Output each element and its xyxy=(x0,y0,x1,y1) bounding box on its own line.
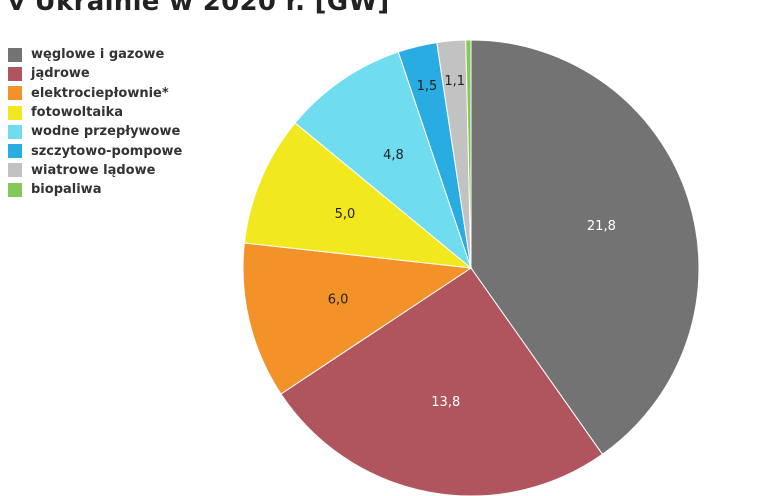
pie-slice xyxy=(465,39,472,269)
legend-item: elektrociepłownie* xyxy=(8,84,182,103)
legend-swatch xyxy=(8,105,22,120)
legend-label: węglowe i gazowe xyxy=(31,47,165,63)
legend-item: fotowoltaika xyxy=(8,103,182,122)
slice-value-label: 21,8 xyxy=(587,219,616,234)
slice-value-label: 4,8 xyxy=(383,148,404,163)
legend-label: wodne przepływowe xyxy=(31,124,181,140)
legend: węglowe i gazowe jądrowe elektrociepłownie… xyxy=(8,45,182,199)
pie-slice xyxy=(470,39,700,455)
legend-swatch xyxy=(8,86,22,101)
legend-item: jądrowe xyxy=(8,64,182,83)
slice-value-label: 13,8 xyxy=(431,395,460,410)
pie-slice xyxy=(242,242,473,395)
legend-item: wodne przepływowe xyxy=(8,122,182,141)
pie-slice xyxy=(243,122,473,269)
legend-label: szczytowo-pompowe xyxy=(31,143,183,159)
legend-label: biopaliwa xyxy=(31,182,102,198)
legend-swatch xyxy=(8,47,22,62)
slice-value-label: 6,0 xyxy=(328,293,349,308)
legend-label: wiatrowe lądowe xyxy=(31,162,156,178)
slice-value-label: 1,1 xyxy=(444,74,465,89)
legend-label: fotowoltaika xyxy=(31,105,123,121)
pie-slice xyxy=(280,267,604,496)
legend-swatch xyxy=(8,182,22,197)
slice-value-label: 1,5 xyxy=(417,79,438,94)
legend-item: wiatrowe lądowe xyxy=(8,161,182,180)
legend-swatch xyxy=(8,66,22,81)
slice-value-label: 5,0 xyxy=(335,207,356,222)
legend-item: szczytowo-pompowe xyxy=(8,141,182,160)
legend-swatch xyxy=(8,163,22,178)
legend-label: jądrowe xyxy=(31,66,90,82)
legend-swatch xyxy=(8,124,22,139)
legend-label: elektrociepłownie* xyxy=(31,85,169,101)
legend-item: biopaliwa xyxy=(8,180,182,199)
legend-item: węglowe i gazowe xyxy=(8,45,182,64)
legend-swatch xyxy=(8,144,22,159)
pie-slice xyxy=(294,51,473,270)
chart-title: v Ukrainie w 2020 r. [GW] xyxy=(8,0,390,17)
